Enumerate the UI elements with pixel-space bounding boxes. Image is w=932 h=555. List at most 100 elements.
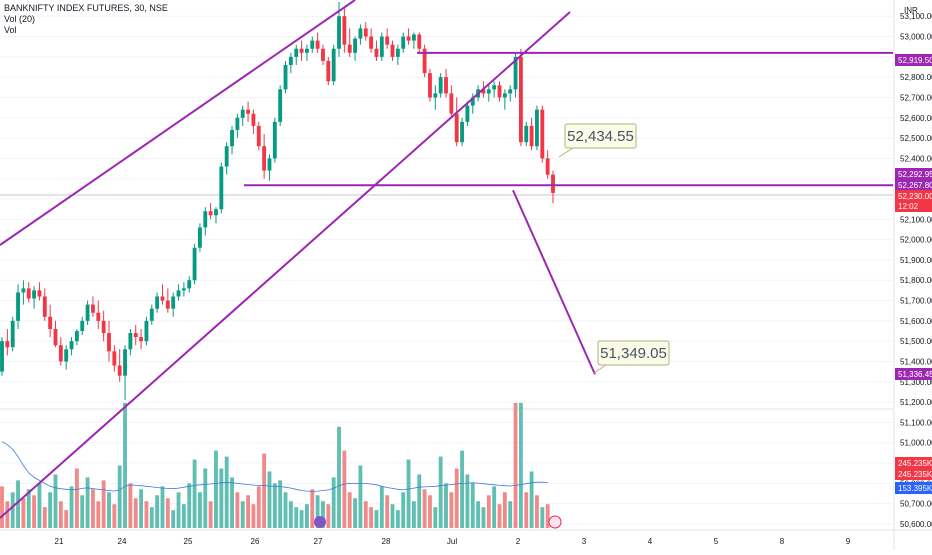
price-axis: INR53,100.0053,000.0052,900.0052,800.005… — [893, 0, 932, 550]
volume-bar — [545, 504, 550, 528]
volume-bar — [251, 504, 256, 528]
volume-bar — [470, 483, 475, 528]
volume-bar — [486, 495, 491, 528]
candle-body — [96, 312, 101, 321]
candle-body — [101, 320, 106, 334]
price-tick-label: 52,000.00 — [900, 236, 932, 245]
candle-body — [481, 89, 486, 94]
volume-bar — [395, 510, 400, 528]
candle-body — [192, 247, 197, 281]
candle-body — [240, 109, 245, 118]
time-tick-label: 21 — [55, 537, 64, 546]
candle-body — [428, 73, 432, 98]
price-tag-bg — [895, 190, 932, 202]
time-tick-label: 3 — [582, 537, 587, 546]
candle-body — [369, 36, 374, 49]
volume-bar — [224, 456, 229, 528]
candle-body — [112, 351, 117, 366]
volume-bar — [278, 480, 283, 528]
volume-bar — [181, 504, 186, 528]
price-tick-label: 52,700.00 — [900, 93, 932, 102]
price-tag: 12:02 — [898, 202, 919, 211]
candle-body — [176, 290, 181, 297]
candle-body — [128, 333, 133, 350]
annotations: 52,434.55 51,349.05 — [558, 123, 670, 374]
time-tick-label: 2 — [516, 537, 521, 546]
target-low-annotation-box — [597, 340, 670, 366]
upper-channel-line — [0, 0, 356, 246]
candlesticks — [0, 2, 555, 401]
volume-tag-bg — [895, 482, 932, 494]
candle-body — [294, 48, 299, 57]
volume-bar — [85, 477, 90, 528]
price-tag-bg — [895, 179, 932, 191]
price-tag-bg — [895, 168, 932, 180]
candle-body — [91, 304, 95, 313]
volume-bar — [171, 510, 176, 528]
candle-body — [288, 56, 293, 65]
price-tag: 52,292.95 — [898, 170, 932, 179]
candle-body — [470, 97, 475, 106]
volume-bar — [492, 486, 497, 528]
volume-bar — [198, 492, 202, 528]
volume-bars — [0, 403, 550, 528]
candle-body — [278, 89, 283, 122]
projection-line — [512, 189, 596, 375]
time-tick-label: 24 — [118, 537, 127, 546]
candle-body — [321, 48, 325, 61]
candle-body — [438, 77, 443, 94]
time-tick-label: 8 — [780, 537, 785, 546]
candle-body — [155, 296, 160, 309]
price-tick-label: 51,500.00 — [900, 337, 932, 346]
volume-bar — [165, 498, 170, 528]
currency-label: INR — [904, 6, 918, 15]
volume-bar — [272, 483, 277, 528]
volume-bar — [529, 471, 534, 528]
time-tick-label: 28 — [382, 537, 391, 546]
price-tick-label: 51,400.00 — [900, 357, 932, 366]
candle-body — [374, 48, 379, 57]
volume-bar — [294, 507, 299, 528]
volume-bar — [321, 501, 325, 528]
candle-body — [353, 38, 357, 53]
candle-body — [133, 333, 138, 338]
candle-body — [535, 109, 539, 147]
chart-header: BANKNIFTY INDEX FUTURES, 30, NSE Vol (20… — [4, 3, 168, 36]
candle-body — [144, 320, 149, 342]
candle-body — [85, 304, 90, 321]
volume-bar — [133, 498, 138, 528]
candle-body — [230, 129, 234, 147]
volume-bar — [48, 492, 53, 528]
volume-tag-bg — [895, 468, 932, 480]
volume-bar — [80, 495, 85, 528]
price-tag-bg — [895, 54, 932, 66]
candle-body — [165, 300, 170, 309]
candle-body — [117, 365, 122, 376]
candle-body — [342, 16, 347, 45]
time-axis: 21 24 25 26 27 28 Jul 2 3 4 5 8 9 — [0, 515, 932, 546]
volume-bar — [433, 507, 438, 528]
volume-bar — [214, 450, 218, 528]
volume-bar — [315, 495, 320, 528]
event-marker-icon — [314, 516, 326, 528]
volume-bar — [353, 498, 357, 528]
candle-body — [401, 36, 406, 49]
volume-bar — [26, 489, 31, 528]
candle-body — [246, 109, 251, 114]
volume-bar — [21, 498, 26, 528]
volume-bar — [497, 504, 502, 528]
candle-body — [214, 209, 218, 216]
volume-bar — [379, 486, 384, 528]
candle-body — [513, 56, 518, 90]
volume-bar — [230, 477, 234, 528]
volume-bar — [16, 480, 20, 528]
volume-bar — [139, 489, 144, 528]
candle-body — [198, 227, 202, 248]
candle-body — [331, 48, 336, 82]
candle-body — [187, 280, 192, 289]
candle-body — [69, 341, 74, 350]
volume-bar — [518, 403, 523, 528]
candle-body — [58, 345, 63, 362]
